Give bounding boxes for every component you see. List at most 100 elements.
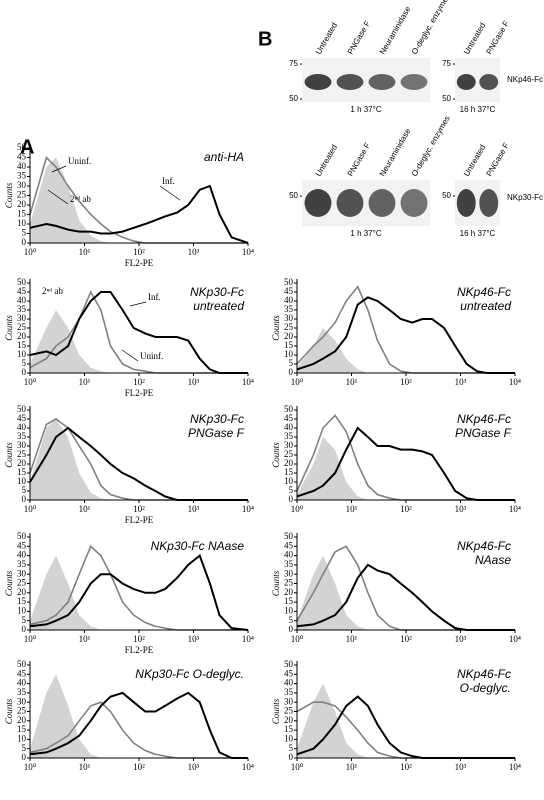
y-tick-label: 50 — [17, 277, 27, 287]
x-tick-label: 10³ — [188, 247, 200, 257]
y-tick-label: 20 — [284, 587, 294, 597]
x-tick-label: 10⁰ — [24, 504, 37, 514]
blot-caption: 16 h 37°C — [460, 105, 496, 114]
y-axis-label: Counts — [4, 570, 14, 596]
y-tick-label: 10 — [17, 349, 27, 359]
x-tick-label: 10⁰ — [24, 762, 37, 772]
mw-marker: 75 — [289, 59, 298, 68]
histogram-area — [297, 437, 515, 500]
y-tick-label: 15 — [17, 596, 27, 606]
y-tick-label: 5 — [22, 485, 27, 495]
y-tick-label: 15 — [284, 596, 294, 606]
y-tick-label: 40 — [284, 422, 294, 432]
chart-title: untreated — [460, 299, 511, 313]
chart-title: NAase — [475, 553, 511, 567]
y-tick-label: 20 — [284, 331, 294, 341]
y-tick-label: 15 — [17, 340, 27, 350]
y-tick-label: 50 — [17, 659, 27, 669]
y-tick-label: 35 — [17, 431, 27, 441]
y-tick-label: 25 — [17, 706, 27, 716]
y-tick-label: 30 — [17, 440, 27, 450]
band — [479, 189, 498, 217]
annotation: Inf. — [148, 292, 161, 302]
y-tick-label: 50 — [17, 404, 27, 414]
y-tick-label: 40 — [284, 550, 294, 560]
lane-label: PNGase F — [346, 19, 373, 56]
y-tick-label: 5 — [22, 743, 27, 753]
x-tick-label: 10¹ — [346, 377, 358, 387]
x-tick-label: 10² — [400, 762, 412, 772]
y-tick-label: 40 — [17, 161, 27, 171]
x-tick-label: 10¹ — [79, 377, 91, 387]
y-tick-label: 0 — [289, 624, 294, 634]
x-tick-label: 10³ — [455, 377, 467, 387]
x-tick-label: 10⁴ — [242, 247, 254, 257]
y-tick-label: 0 — [22, 494, 27, 504]
chart-title: NKp30-Fc O-deglyc. — [135, 667, 244, 681]
x-tick-label: 10⁰ — [24, 247, 37, 257]
y-tick-label: 10 — [17, 605, 27, 615]
band — [337, 74, 364, 90]
x-tick-label: 10⁰ — [291, 377, 304, 387]
y-tick-label: 20 — [284, 715, 294, 725]
y-tick-label: 45 — [284, 540, 294, 550]
y-axis-label: Counts — [4, 698, 14, 724]
y-tick-label: 5 — [22, 228, 27, 238]
blot-caption: 16 h 37°C — [460, 229, 496, 238]
annotation-pointer — [160, 186, 180, 200]
y-tick-label: 25 — [17, 322, 27, 332]
lane-label: PNGase F — [346, 141, 373, 178]
lane-label: Untreated — [314, 143, 339, 178]
y-tick-label: 10 — [284, 349, 294, 359]
y-tick-label: 25 — [17, 449, 27, 459]
x-tick-label: 10² — [133, 634, 145, 644]
y-tick-label: 50 — [284, 531, 294, 541]
band — [457, 74, 476, 90]
chart-title: NKp46-Fc — [457, 539, 511, 553]
lane-label: Neuraminidase — [378, 126, 413, 178]
y-tick-label: 20 — [17, 587, 27, 597]
lane-label: Untreated — [462, 21, 487, 56]
x-tick-label: 10² — [133, 504, 145, 514]
band — [369, 74, 396, 90]
y-tick-label: 45 — [284, 413, 294, 423]
y-tick-label: 50 — [284, 404, 294, 414]
x-tick-label: 10³ — [455, 504, 467, 514]
lane-label: O-deglyc. enzymes — [410, 114, 452, 178]
x-axis-label: FL2-PE — [125, 645, 154, 655]
x-tick-label: 10⁰ — [291, 762, 304, 772]
y-tick-label: 40 — [17, 678, 27, 688]
y-tick-label: 45 — [17, 540, 27, 550]
x-tick-label: 10² — [133, 377, 145, 387]
x-tick-label: 10⁴ — [242, 504, 254, 514]
annotation: 2ⁿᵈ ab — [42, 286, 63, 296]
chart-title: NKp30-Fc NAase — [151, 539, 245, 553]
chart-title: NKp46-Fc — [457, 667, 511, 681]
y-axis-label: Counts — [4, 182, 14, 208]
lane-label: Untreated — [462, 143, 487, 178]
y-tick-label: 30 — [284, 696, 294, 706]
x-tick-label: 10¹ — [79, 634, 91, 644]
y-tick-label: 10 — [284, 476, 294, 486]
y-tick-label: 25 — [284, 322, 294, 332]
y-tick-label: 50 — [284, 277, 294, 287]
y-tick-label: 0 — [289, 494, 294, 504]
x-tick-label: 10⁰ — [291, 504, 304, 514]
x-tick-label: 10² — [133, 762, 145, 772]
y-tick-label: 35 — [284, 559, 294, 569]
lane-label: PNGase F — [485, 19, 512, 56]
x-tick-label: 10³ — [188, 762, 200, 772]
y-tick-label: 35 — [284, 431, 294, 441]
chart-title: anti-HA — [204, 150, 244, 164]
x-tick-label: 10³ — [188, 634, 200, 644]
x-tick-label: 10³ — [188, 504, 200, 514]
y-tick-label: 0 — [22, 624, 27, 634]
protein-label: NKp46-Fc — [507, 75, 543, 84]
mw-marker: 50 — [289, 94, 298, 103]
y-tick-label: 15 — [284, 340, 294, 350]
x-tick-label: 10⁴ — [242, 634, 254, 644]
x-tick-label: 10² — [133, 247, 145, 257]
y-tick-label: 35 — [17, 304, 27, 314]
y-tick-label: 30 — [284, 568, 294, 578]
